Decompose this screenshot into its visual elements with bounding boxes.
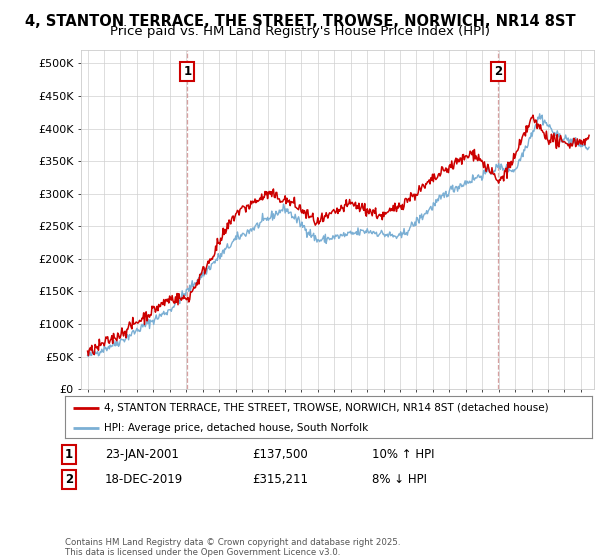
Text: 1: 1	[65, 448, 73, 461]
Text: 8% ↓ HPI: 8% ↓ HPI	[372, 473, 427, 487]
Text: HPI: Average price, detached house, South Norfolk: HPI: Average price, detached house, Sout…	[104, 423, 368, 433]
Text: 4, STANTON TERRACE, THE STREET, TROWSE, NORWICH, NR14 8ST: 4, STANTON TERRACE, THE STREET, TROWSE, …	[25, 14, 575, 29]
Text: 23-JAN-2001: 23-JAN-2001	[105, 448, 179, 461]
Text: Contains HM Land Registry data © Crown copyright and database right 2025.
This d: Contains HM Land Registry data © Crown c…	[65, 538, 400, 557]
Text: 2: 2	[65, 473, 73, 487]
Text: 18-DEC-2019: 18-DEC-2019	[105, 473, 183, 487]
Text: £137,500: £137,500	[252, 448, 308, 461]
Text: 4, STANTON TERRACE, THE STREET, TROWSE, NORWICH, NR14 8ST (detached house): 4, STANTON TERRACE, THE STREET, TROWSE, …	[104, 403, 549, 413]
Text: 2: 2	[494, 66, 502, 78]
Text: £315,211: £315,211	[252, 473, 308, 487]
Text: 10% ↑ HPI: 10% ↑ HPI	[372, 448, 434, 461]
Text: 1: 1	[184, 66, 191, 78]
Text: Price paid vs. HM Land Registry's House Price Index (HPI): Price paid vs. HM Land Registry's House …	[110, 25, 490, 38]
